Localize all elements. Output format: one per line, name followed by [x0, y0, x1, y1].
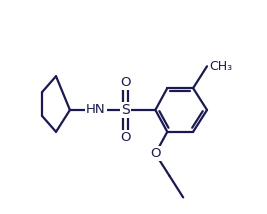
Text: O: O — [150, 147, 161, 160]
Text: O: O — [120, 131, 131, 144]
Text: O: O — [120, 76, 131, 89]
Text: HN: HN — [86, 104, 105, 116]
Text: CH₃: CH₃ — [209, 60, 232, 73]
Text: S: S — [121, 103, 130, 117]
